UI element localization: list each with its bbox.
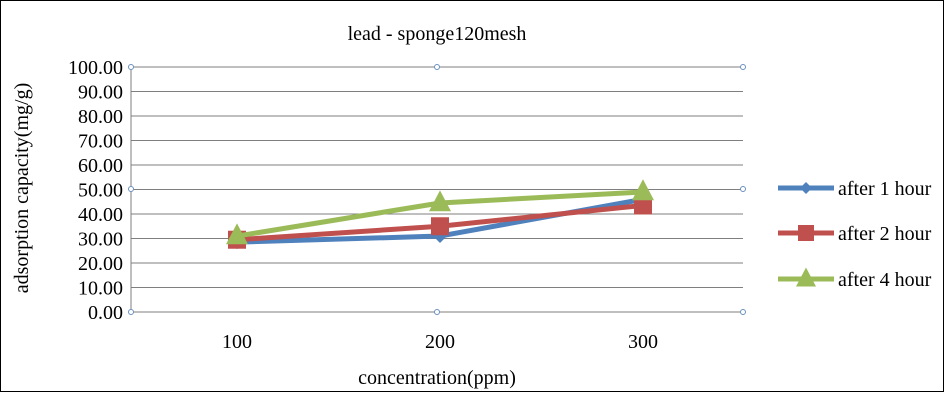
plot-area-handle bbox=[128, 186, 134, 192]
legend-marker bbox=[800, 182, 812, 194]
legend-marker bbox=[796, 267, 816, 287]
y-tick-label: 80.00 bbox=[78, 106, 123, 128]
plot-area-handle bbox=[128, 64, 134, 70]
plot-area bbox=[128, 64, 746, 315]
data-point bbox=[634, 196, 652, 215]
y-tick-label: 70.00 bbox=[78, 131, 123, 153]
legend: after 1 hour after 2 hour after 4 hour bbox=[778, 178, 932, 291]
x-axis-label: concentration(ppm) bbox=[358, 367, 516, 389]
x-tick-label: 100 bbox=[222, 331, 252, 353]
plot-area-handle bbox=[740, 309, 746, 315]
x-tick-label: 200 bbox=[425, 331, 455, 353]
x-tick-label: 300 bbox=[628, 331, 658, 353]
series-lines bbox=[226, 179, 654, 250]
y-tick-label: 10.00 bbox=[78, 278, 123, 300]
y-tick-label: 90.00 bbox=[78, 82, 123, 104]
y-tick-label: 40.00 bbox=[78, 204, 123, 226]
legend-marker bbox=[798, 225, 814, 241]
y-tick-label: 100.00 bbox=[68, 57, 123, 79]
plot-area-handle bbox=[740, 64, 746, 70]
data-point bbox=[431, 217, 449, 236]
gridlines bbox=[131, 66, 743, 313]
y-tick-label: 30.00 bbox=[78, 229, 123, 251]
plot-area-handle bbox=[434, 64, 440, 70]
legend-label: after 1 hour bbox=[838, 178, 932, 200]
data-point bbox=[226, 223, 248, 245]
y-tick-label: 0.00 bbox=[88, 302, 123, 324]
legend-label: after 4 hour bbox=[838, 269, 932, 291]
chart-title: lead - sponge120mesh bbox=[348, 23, 527, 45]
y-tick-label: 50.00 bbox=[78, 180, 123, 202]
x-tick-labels: 100 200 300 bbox=[222, 331, 658, 353]
data-point bbox=[632, 179, 654, 201]
data-point bbox=[429, 190, 451, 212]
plot-area-handle bbox=[128, 309, 134, 315]
y-axis-label: adsorption capacity(mg/g) bbox=[11, 83, 33, 294]
legend-label: after 2 hour bbox=[838, 223, 932, 245]
plot-area-handle bbox=[434, 309, 440, 315]
y-tick-label: 20.00 bbox=[78, 253, 123, 275]
plot-area-handle bbox=[740, 186, 746, 192]
y-tick-label: 60.00 bbox=[78, 155, 123, 177]
